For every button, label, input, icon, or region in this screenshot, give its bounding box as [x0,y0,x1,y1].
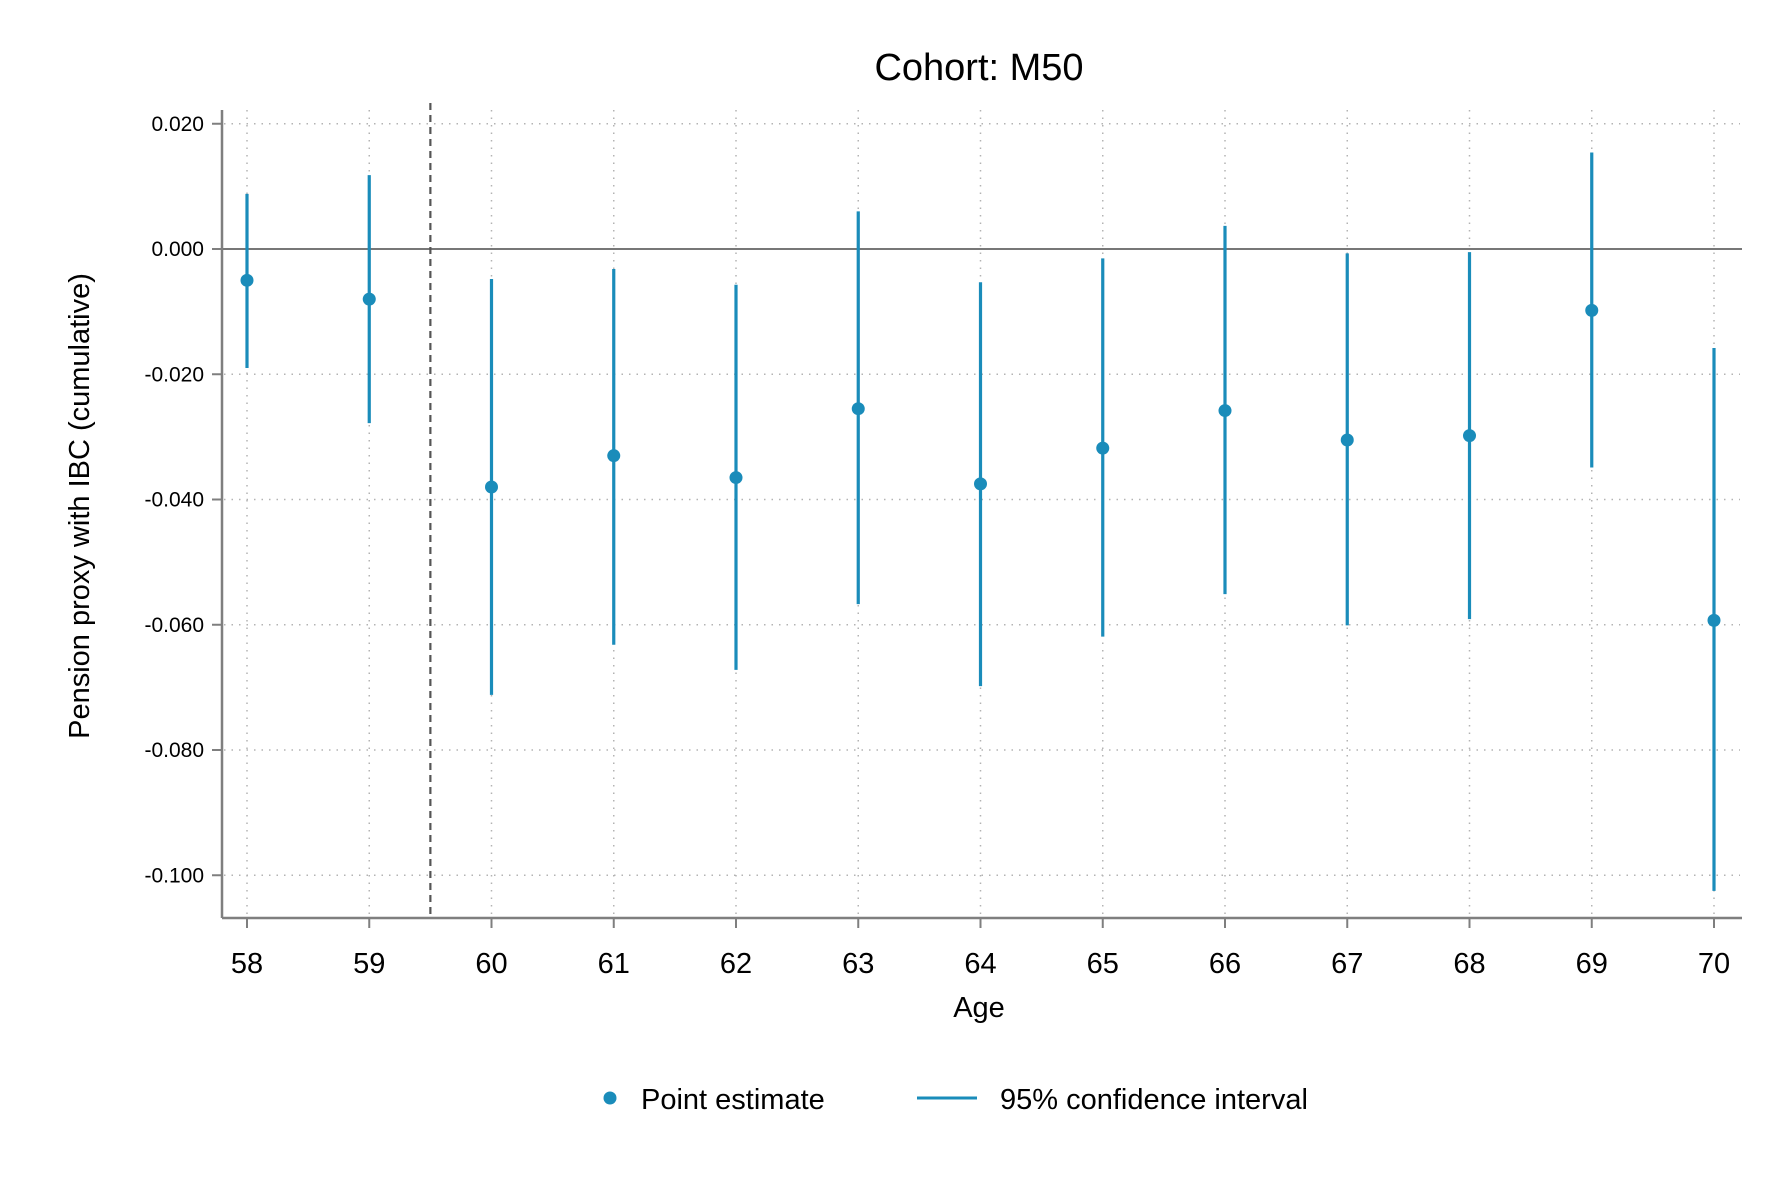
x-tick-label: 63 [842,948,874,980]
x-tick-label: 68 [1453,948,1485,980]
legend-point-label: Point estimate [641,1084,825,1116]
point-estimate [1585,303,1599,317]
x-tick-label: 60 [475,948,507,980]
x-tick-label: 62 [720,948,752,980]
y-tick-label: -0.080 [144,739,204,762]
marks [240,152,1721,891]
legend: Point estimate 95% confidence interval [603,1084,1308,1116]
x-tick-label: 58 [231,948,263,980]
y-tick-label: -0.100 [144,864,204,887]
legend-ci-label: 95% confidence interval [1000,1084,1308,1116]
chart-title: Cohort: M50 [874,47,1083,89]
point-estimate [1707,613,1721,627]
y-axis-label: Pension proxy with IBC (cumulative) [64,273,96,739]
axes: 0.020 0.000 -0.020 -0.040 -0.060 -0.080 -0.100… [144,110,1742,980]
y-tick-label: -0.040 [144,489,204,512]
x-tick-label: 64 [964,948,996,980]
x-tick-label: 61 [598,948,630,980]
point-estimate [1463,429,1476,443]
point-estimate [485,480,498,494]
point-estimate [240,273,254,287]
point-estimate [851,402,865,416]
x-tick-label: 69 [1576,948,1608,980]
point-estimate [607,449,621,463]
y-tick-label: -0.060 [144,614,204,637]
x-tick-label: 70 [1698,948,1730,980]
point-estimate [729,471,743,485]
point-estimate [974,477,987,491]
legend-point-swatch [603,1091,617,1105]
x-tick-label: 59 [353,948,385,980]
y-tick-label: 0.000 [151,238,204,261]
reference-lines [222,103,1742,918]
y-tick-label: 0.020 [151,113,204,136]
y-tick-label: -0.020 [144,363,204,386]
point-estimate [1096,441,1110,455]
point-estimate [1340,433,1354,447]
point-estimate [362,292,376,306]
x-axis-label: Age [953,992,1005,1024]
point-estimate [1218,404,1232,418]
x-tick-label: 66 [1209,948,1241,980]
x-tick-label: 67 [1331,948,1363,980]
x-tick-label: 65 [1087,948,1119,980]
